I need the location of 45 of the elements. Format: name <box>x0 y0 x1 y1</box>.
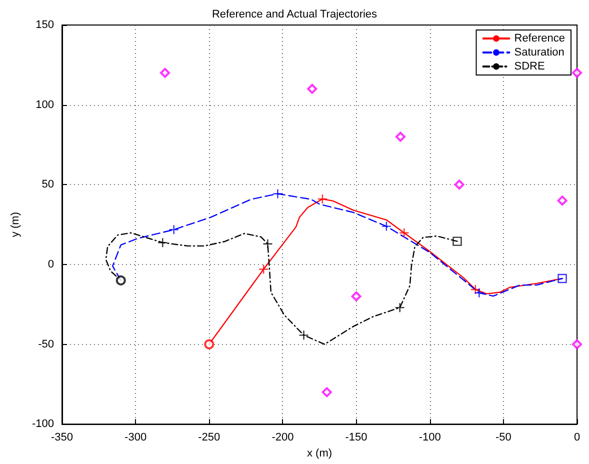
x-tick-label: -150 <box>345 432 368 444</box>
point <box>474 288 484 298</box>
point <box>158 237 168 248</box>
point <box>381 221 392 232</box>
y-axis-title: y (m) <box>10 212 22 238</box>
point <box>272 188 283 199</box>
point <box>470 284 481 295</box>
y-tick-label: 150 <box>36 19 54 31</box>
y-tick-label: -100 <box>32 418 54 430</box>
point <box>298 330 309 340</box>
x-tick-label: 0 <box>574 432 580 444</box>
x-tick-label: -200 <box>272 432 294 444</box>
point <box>399 228 410 238</box>
x-axis-title: x (m) <box>306 448 332 460</box>
point <box>572 339 582 350</box>
point <box>558 274 567 284</box>
y-tick-label: 100 <box>36 98 54 111</box>
point <box>557 196 568 206</box>
point <box>258 264 269 274</box>
point <box>262 238 273 249</box>
legend-label: Saturation <box>514 46 564 58</box>
point <box>116 275 126 286</box>
x-tick-label: -250 <box>198 432 220 444</box>
legend-label: Reference <box>514 32 566 44</box>
x-tick-label: -300 <box>124 432 147 444</box>
x-tick-label: -350 <box>50 432 74 444</box>
point <box>395 132 406 142</box>
point <box>204 339 214 350</box>
x-tick-label: -50 <box>495 432 512 444</box>
legend-label: SDRE <box>514 60 545 72</box>
y-tick-label: 0 <box>48 258 54 270</box>
point <box>168 224 179 235</box>
point <box>307 84 318 94</box>
point <box>452 236 462 246</box>
chart-title: Reference and Actual Trajectories <box>212 8 378 20</box>
x-tick-label: -100 <box>418 432 441 444</box>
point <box>160 68 170 78</box>
y-tick-label: -50 <box>38 338 54 350</box>
point <box>317 194 328 204</box>
point <box>572 68 582 78</box>
point <box>454 180 464 190</box>
point <box>394 302 405 313</box>
point <box>351 291 362 302</box>
point <box>322 387 332 398</box>
y-tick-label: 50 <box>42 178 54 191</box>
